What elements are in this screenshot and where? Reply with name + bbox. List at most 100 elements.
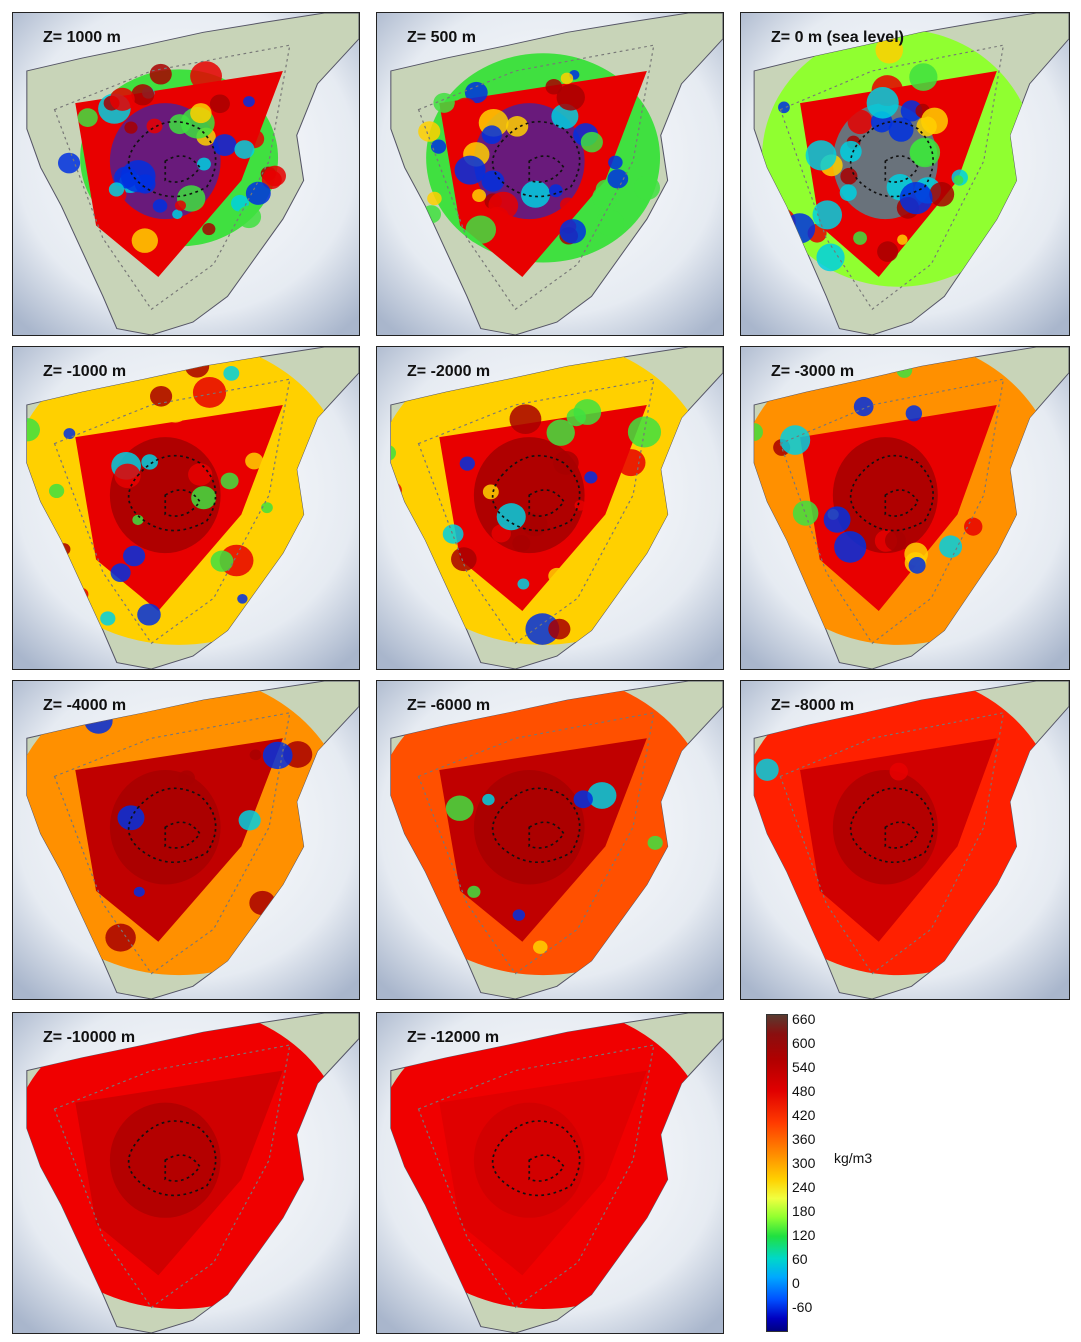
map-graphic <box>741 13 1069 335</box>
map-graphic <box>13 347 359 669</box>
anomaly-spot <box>146 118 163 134</box>
anomaly-spot <box>839 184 857 202</box>
anomaly-spot <box>263 165 286 187</box>
anomaly-spot <box>111 435 123 446</box>
anomaly-spot <box>48 483 65 499</box>
map-graphic <box>13 13 359 335</box>
map-panel-zm10000: Z= -10000 m <box>12 1012 360 1334</box>
panel-label: Z= -1000 m <box>43 363 127 380</box>
anomaly-spot <box>245 452 264 470</box>
anomaly-spot <box>192 376 227 408</box>
density-field <box>754 347 1061 645</box>
anomaly-spot <box>97 139 111 151</box>
anomaly-spot <box>202 222 216 236</box>
panel-label: Z= 1000 m <box>43 29 121 46</box>
anomaly-spot <box>169 114 191 135</box>
density-field <box>390 347 715 645</box>
anomaly-spot <box>150 385 173 407</box>
anomaly-spot <box>197 157 211 171</box>
anomaly-spot <box>472 189 486 203</box>
panel-label: Z= 0 m (sea level) <box>771 29 904 46</box>
map-graphic <box>13 681 359 999</box>
anomaly-spot <box>57 152 81 174</box>
anomaly-spot <box>108 182 125 197</box>
anomaly-spot <box>560 72 574 85</box>
anomaly-spot <box>553 451 579 475</box>
anomaly-spot <box>134 174 156 194</box>
legend-tick: 660 <box>792 1011 816 1027</box>
anomaly-spot <box>754 422 763 442</box>
legend-tick: 480 <box>792 1083 816 1099</box>
anomaly-spot <box>520 180 550 208</box>
map-panel-zm2000: Z= -2000 m <box>376 346 724 670</box>
anomaly-spot <box>77 108 98 127</box>
caldera-outline <box>491 1120 581 1197</box>
anomaly-spot <box>123 545 146 567</box>
anomaly-spot <box>465 215 497 244</box>
anomaly-spot <box>560 197 576 213</box>
map-panel-zm1000: Z= -1000 m <box>12 346 360 670</box>
map-graphic <box>13 1013 359 1333</box>
anomaly-spot <box>430 139 447 154</box>
anomaly-spot <box>608 155 623 170</box>
map-graphic <box>377 347 723 669</box>
anomaly-spot <box>548 618 571 640</box>
density-field <box>754 29 1035 287</box>
anomaly-spot <box>234 140 255 159</box>
anomaly-spot <box>875 36 904 64</box>
anomaly-spot <box>481 170 505 192</box>
legend-tick: 180 <box>792 1203 816 1219</box>
anomaly-spot <box>482 793 495 806</box>
anomaly-spot <box>596 209 625 237</box>
anomaly-spot <box>178 770 195 786</box>
anomaly-spot <box>272 498 298 521</box>
anomaly-spot <box>517 578 530 590</box>
anomaly-spot <box>909 138 938 166</box>
anomaly-spot <box>212 134 237 156</box>
anomaly-spot <box>792 500 819 526</box>
anomaly-spot <box>905 405 923 422</box>
panel-label: Z= -3000 m <box>771 363 855 380</box>
anomaly-spot <box>141 454 158 470</box>
anomaly-spot <box>237 593 248 604</box>
caldera-outline <box>849 787 934 863</box>
anomaly-spot <box>238 810 261 831</box>
legend-tick: 300 <box>792 1155 816 1171</box>
anomaly-spot <box>939 535 963 558</box>
anomaly-spot <box>132 514 144 526</box>
anomaly-spot <box>482 484 499 500</box>
anomaly-spot <box>884 530 906 551</box>
anomaly-spot <box>877 241 899 262</box>
anomaly-spot <box>853 231 867 245</box>
map-graphic <box>377 1013 723 1333</box>
anomaly-spot <box>464 81 488 104</box>
anomaly-spot <box>521 512 548 537</box>
legend-tick: 540 <box>792 1059 816 1075</box>
anomaly-spot <box>908 556 926 574</box>
anomaly-spot <box>488 191 519 220</box>
panel-label: Z= -12000 m <box>407 1029 500 1046</box>
anomaly-spot <box>26 418 40 442</box>
anomaly-spot <box>453 97 477 119</box>
anomaly-spot <box>390 444 397 461</box>
map-panel-zm3000: Z= -3000 m <box>740 346 1070 670</box>
caldera-outline <box>849 454 934 532</box>
map-panel-zm8000: Z= -8000 m <box>740 680 1070 1000</box>
anomaly-spot <box>427 191 442 206</box>
map-graphic <box>377 13 723 335</box>
anomaly-spot <box>512 909 526 921</box>
legend-tick: -60 <box>792 1299 813 1315</box>
anomaly-spot <box>496 503 526 531</box>
anomaly-spot <box>220 472 239 490</box>
anomaly-spot <box>909 63 938 91</box>
anomaly-spot <box>191 486 217 510</box>
anomaly-spot <box>840 167 858 185</box>
anomaly-spot <box>900 100 923 122</box>
anomaly-spot <box>124 121 138 134</box>
anomaly-spot <box>188 463 213 486</box>
legend-tick: 240 <box>792 1179 816 1195</box>
anomaly-spot <box>451 547 477 572</box>
anomaly-spot <box>152 199 168 213</box>
legend-unit: kg/m3 <box>834 1150 873 1166</box>
anomaly-spot <box>190 103 212 124</box>
